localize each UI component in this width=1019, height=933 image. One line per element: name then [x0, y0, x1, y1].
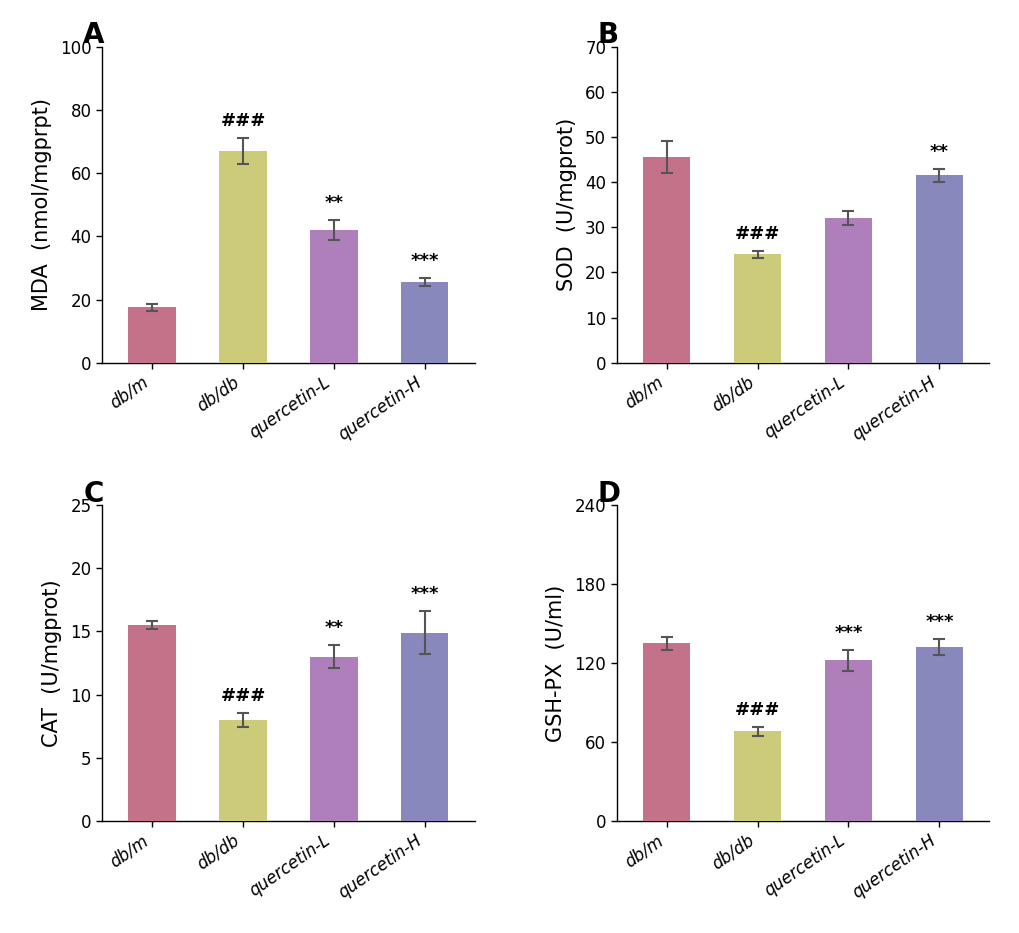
Bar [642, 643, 690, 821]
Bar [915, 648, 962, 821]
Bar [733, 255, 781, 363]
Text: ###: ### [734, 225, 780, 243]
Y-axis label: CAT  (U/mgprot): CAT (U/mgprot) [42, 579, 62, 746]
Bar [128, 625, 175, 821]
Bar [642, 158, 690, 363]
Bar [310, 657, 358, 821]
Y-axis label: GSH-PX  (U/ml): GSH-PX (U/ml) [545, 584, 566, 742]
Bar [310, 230, 358, 363]
Text: A: A [84, 21, 105, 49]
Bar [824, 218, 871, 363]
Text: D: D [597, 480, 621, 508]
Text: C: C [84, 480, 104, 508]
Bar [733, 731, 781, 821]
Bar [824, 661, 871, 821]
Text: ***: *** [834, 624, 862, 642]
Bar [219, 151, 266, 363]
Bar [219, 720, 266, 821]
Text: ***: *** [924, 613, 953, 632]
Text: B: B [597, 21, 619, 49]
Text: **: ** [324, 194, 343, 212]
Bar [400, 282, 448, 363]
Y-axis label: SOD  (U/mgprot): SOD (U/mgprot) [556, 118, 576, 291]
Text: ***: *** [411, 585, 438, 604]
Text: ###: ### [220, 112, 265, 131]
Text: **: ** [929, 143, 948, 160]
Bar [128, 307, 175, 363]
Bar [915, 175, 962, 363]
Text: **: ** [324, 620, 343, 637]
Text: ###: ### [220, 687, 265, 705]
Text: ***: *** [411, 253, 438, 271]
Text: ###: ### [734, 701, 780, 719]
Y-axis label: MDA  (nmol/mgprpt): MDA (nmol/mgprpt) [32, 98, 52, 312]
Bar [400, 633, 448, 821]
